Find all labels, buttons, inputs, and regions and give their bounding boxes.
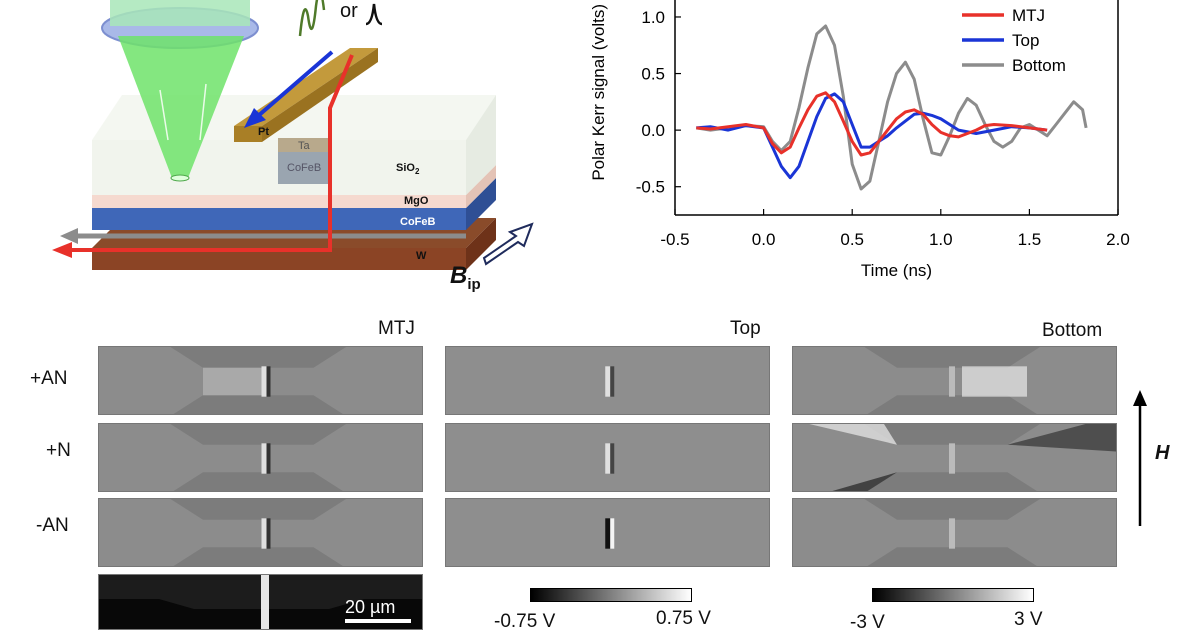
- sio2-subscript: 2: [414, 167, 420, 177]
- y-tick-label: 0.5: [641, 65, 665, 84]
- red-current-path: [70, 54, 354, 252]
- mgo-layer: [92, 195, 466, 208]
- kerr-chart: -0.5 0.0 0.5 1.0 1.5 2.0 -0.5 0.0 0.5 1.0 Time (ns…: [560, 0, 1200, 300]
- schematic-drawing: [52, 0, 534, 270]
- x-axis-label: Time (ns): [861, 261, 932, 280]
- colorbar-bottom: [872, 588, 1034, 602]
- kerr-image-top-minus-an: [445, 498, 770, 567]
- single-pulse-icon: [365, 3, 383, 26]
- cofeb-layer-side: [466, 178, 496, 230]
- field-direction-arrow: [1133, 390, 1147, 526]
- field-label-subscript: ip: [467, 275, 481, 293]
- x-tick-label: 0.5: [840, 230, 864, 249]
- gray-arrow-head: [60, 228, 78, 244]
- ta-pillar: [278, 138, 330, 152]
- pt-strip-side: [262, 48, 378, 142]
- or-label: or: [340, 0, 358, 22]
- laser-spot: [170, 174, 190, 182]
- kerr-image-bottom-minus-an: [792, 498, 1117, 567]
- colorbar-bottom-min: -3 V: [850, 612, 885, 633]
- field-label: Bip: [450, 262, 481, 293]
- optical-image-drawing: [99, 575, 422, 629]
- legend-label-mtj: MTJ: [1012, 6, 1045, 25]
- kerr-image-top-plus-an: [445, 346, 770, 415]
- device-schematic: or Pt Ta CoFeB SiO2 MgO CoFeB W Bip: [0, 0, 560, 310]
- laser-cone: [118, 36, 244, 178]
- series-line-mtj: [696, 91, 1048, 157]
- series-line-bottom: [696, 24, 1088, 191]
- kerr-image-mtj-plus-an: [98, 346, 423, 415]
- x-tick-label: -0.5: [660, 230, 689, 249]
- cofeb-label: CoFeB: [400, 216, 436, 228]
- row-label-plus-n: +N: [46, 440, 71, 461]
- w-layer-side: [466, 218, 496, 270]
- cofeb-pillar-label: CoFeB: [287, 162, 322, 174]
- mgo-layer-side: [466, 165, 496, 208]
- x-tick-label: 2.0: [1106, 230, 1130, 249]
- x-tick-label: 0.0: [752, 230, 776, 249]
- row-label-minus-an: -AN: [36, 515, 69, 536]
- scalebar-label: 20 µm: [345, 597, 396, 617]
- oscillating-pulse-icon: [298, 0, 326, 37]
- ta-label: Ta: [298, 140, 310, 152]
- y-tick-label: 1.0: [641, 8, 665, 27]
- cofeb-layer: [92, 208, 466, 230]
- red-arrow-head: [52, 242, 72, 258]
- w-layer: [92, 248, 466, 270]
- col-title-mtj: MTJ: [378, 318, 415, 339]
- w-label: W: [416, 250, 427, 262]
- colorbar-bottom-max: 3 V: [1014, 609, 1043, 630]
- kerr-image-mtj-plus-n: [98, 423, 423, 492]
- x-tick-label: 1.5: [1018, 230, 1042, 249]
- laser-beam-down: [159, 89, 169, 141]
- y-tick-label: -0.5: [636, 178, 665, 197]
- colorbar-top: [530, 588, 692, 602]
- kerr-chart-svg: -0.5 0.0 0.5 1.0 1.5 2.0 -0.5 0.0 0.5 1.0 Time (ns…: [589, 0, 1130, 280]
- col-title-bottom: Bottom: [1042, 320, 1103, 341]
- x-tick-label: 1.0: [929, 230, 953, 249]
- legend-label-bottom: Bottom: [1012, 56, 1066, 75]
- kerr-image-mtj-minus-an: [98, 498, 423, 567]
- y-axis-label: Polar Kerr signal (volts): [589, 4, 608, 181]
- legend-label-top: Top: [1012, 31, 1039, 50]
- series-line-top: [696, 92, 1048, 180]
- sio2-label: SiO2: [396, 162, 419, 176]
- sio2-text: SiO: [396, 162, 415, 174]
- y-tick-label: 0.0: [641, 121, 665, 140]
- colorbar-top-max: 0.75 V: [656, 608, 711, 629]
- field-label-text: B: [450, 262, 468, 289]
- colorbar-top-min: -0.75 V: [494, 611, 556, 632]
- col-title-top: Top: [730, 318, 761, 339]
- cofeb-pillar: [278, 150, 330, 184]
- mgo-label: MgO: [404, 195, 429, 207]
- pt-label: Pt: [258, 126, 269, 138]
- field-arrow-icon: [482, 222, 534, 266]
- kerr-image-bottom-plus-an: [792, 346, 1117, 415]
- row-label-plus-an: +AN: [30, 368, 68, 389]
- field-axis-label: H: [1155, 442, 1170, 464]
- blue-current-arrow: [256, 50, 334, 118]
- laser-beam-up: [199, 83, 207, 141]
- optical-image: 20 µm: [98, 574, 423, 630]
- kerr-image-top-plus-n: [445, 423, 770, 492]
- objective-barrel: [110, 0, 250, 26]
- kerr-image-bottom-plus-n: [792, 423, 1117, 492]
- sio2-layer-side: [466, 95, 496, 195]
- blue-arrow-head: [244, 108, 266, 128]
- pt-strip-front: [234, 126, 262, 142]
